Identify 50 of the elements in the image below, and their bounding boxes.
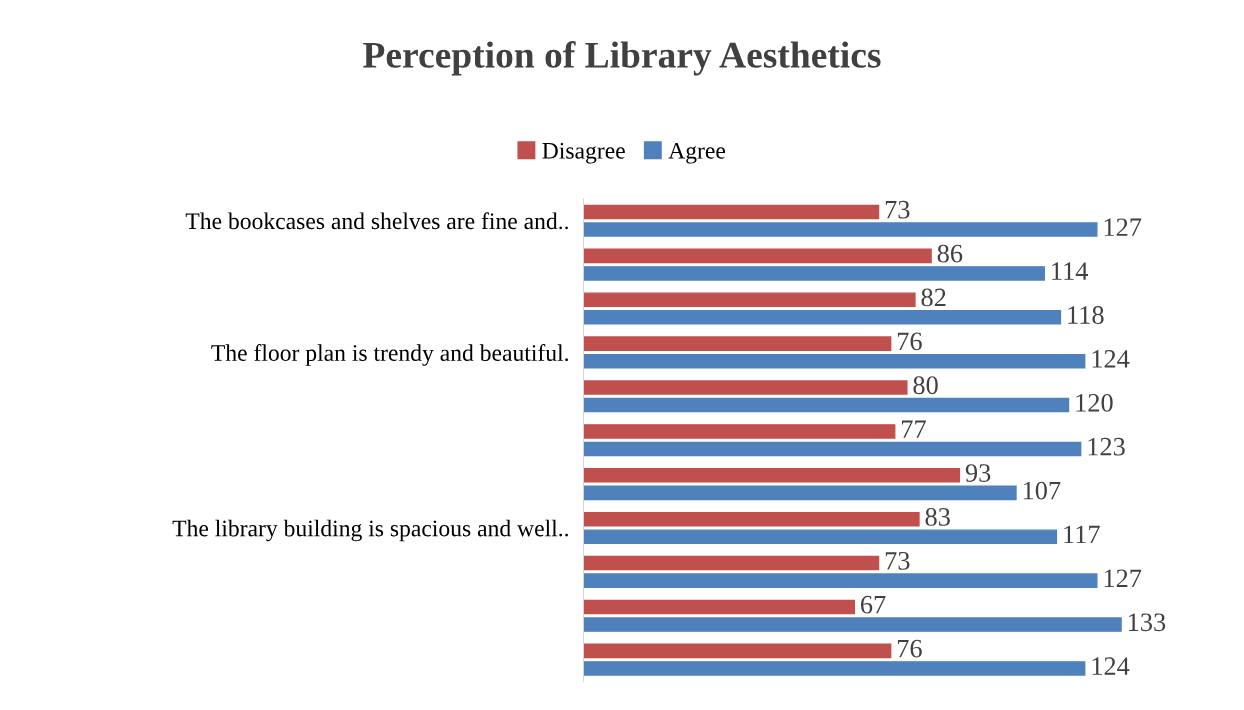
chart-title: Perception of Library Aesthetics <box>363 41 881 76</box>
data-label: 86 <box>937 244 963 263</box>
data-label: 73 <box>885 200 910 219</box>
bar <box>583 555 880 571</box>
data-label: 114 <box>1052 262 1089 280</box>
bar <box>583 222 1098 237</box>
data-label: 127 <box>1104 569 1142 587</box>
bar <box>583 310 1062 325</box>
y-tick-label: The library building is spacious and well.. <box>172 519 568 542</box>
bar <box>583 204 880 220</box>
bar <box>583 599 855 615</box>
data-label: 76 <box>897 639 922 658</box>
bar <box>583 529 1058 545</box>
y-tick-label: The bookcases and shelves are fine and.. <box>185 212 568 230</box>
bar <box>583 441 1082 457</box>
legend-label: Disagree <box>542 142 625 164</box>
data-label: 80 <box>913 376 938 395</box>
data-label: 117 <box>1064 525 1100 544</box>
y-tick-label: The floor plan is trendy and beautiful. <box>211 344 568 366</box>
bar <box>583 292 916 308</box>
bar <box>583 511 920 527</box>
data-label: 83 <box>925 508 950 526</box>
data-label: 123 <box>1088 437 1125 456</box>
bar <box>583 661 1086 676</box>
legend-label: Agree <box>668 142 726 164</box>
data-label: 133 <box>1128 613 1166 632</box>
data-label: 107 <box>1023 481 1061 500</box>
data-label: 77 <box>902 420 926 438</box>
data-label: 93 <box>965 464 991 482</box>
bar <box>583 397 1070 413</box>
data-label: 120 <box>1076 393 1113 412</box>
data-label: 124 <box>1092 657 1130 675</box>
data-label: 67 <box>860 595 886 614</box>
bar <box>583 424 896 439</box>
data-label: 118 <box>1068 306 1104 324</box>
bar <box>583 617 1122 632</box>
data-label: 76 <box>897 332 922 351</box>
data-label: 127 <box>1104 218 1142 236</box>
bar <box>583 353 1086 369</box>
bar <box>583 266 1045 281</box>
bar <box>583 380 908 395</box>
bar <box>583 573 1098 588</box>
bar <box>583 336 892 351</box>
bar <box>583 643 892 659</box>
data-label: 73 <box>885 551 910 570</box>
bar <box>583 468 961 483</box>
bar <box>583 485 1017 501</box>
bar <box>583 248 932 264</box>
data-label: 124 <box>1092 350 1130 368</box>
data-label: 82 <box>921 288 946 307</box>
